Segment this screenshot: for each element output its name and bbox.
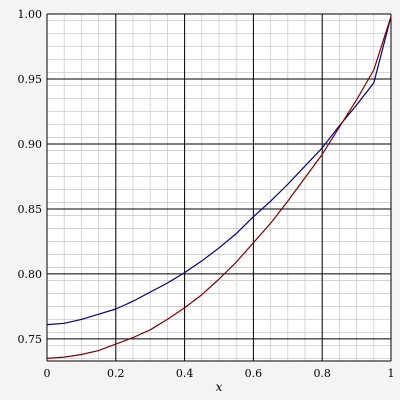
x-tick-labels: 0 0.2 0.4 0.6 0.8 1 [44,367,395,380]
y-tick-label: 0.95 [18,73,43,86]
minor-grid [46,14,392,361]
y-tick-label: 0.75 [18,333,43,346]
y-tick-label: 0.90 [18,138,43,151]
series-line-1 [46,16,392,326]
major-grid [46,13,392,362]
x-tick-label: 0.8 [313,367,331,380]
x-axis-label: x [216,380,223,394]
y-tick-label: 0.80 [18,268,43,281]
series-line-2 [46,16,392,359]
y-tick-labels: 0.75 0.80 0.85 0.90 0.95 1.00 [18,8,43,346]
x-tick-label: 1 [388,367,395,380]
y-tick-label: 1.00 [18,8,43,21]
series-layer [46,16,392,359]
x-tick-label: 0.2 [107,367,125,380]
y-tick-label: 0.85 [18,203,43,216]
x-tick-label: 0 [44,367,51,380]
x-tick-label: 0.4 [176,367,194,380]
x-tick-label: 0.6 [245,367,263,380]
